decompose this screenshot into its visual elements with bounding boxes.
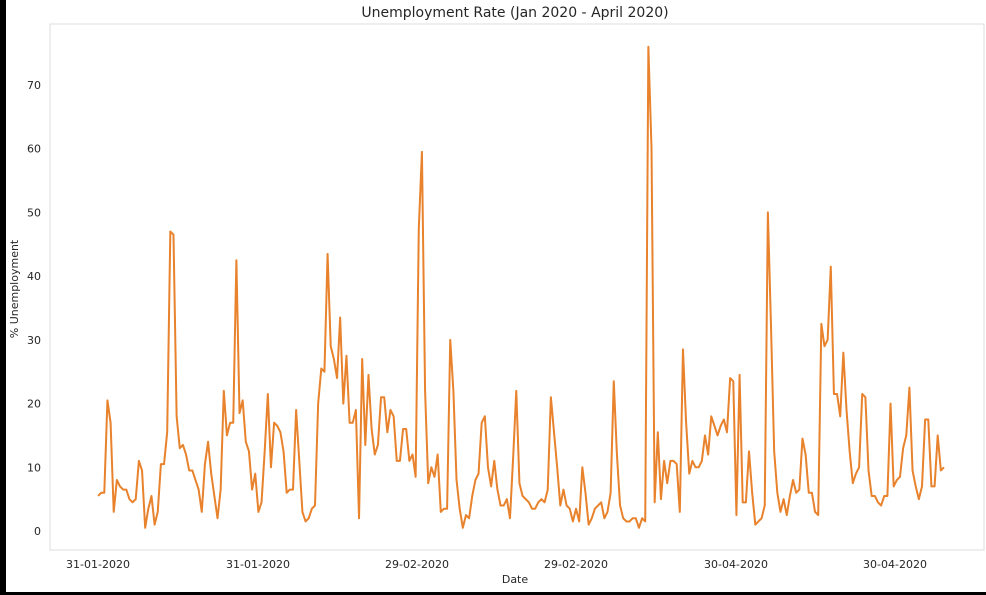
x-axis-label: Date bbox=[502, 573, 529, 586]
chart: Unemployment Rate (Jan 2020 - April 2020… bbox=[8, 5, 985, 586]
x-tick-label: 31-01-2020 bbox=[226, 558, 290, 571]
y-tick-label: 20 bbox=[27, 398, 41, 411]
y-tick-label: 40 bbox=[27, 270, 41, 283]
x-tick-label: 29-02-2020 bbox=[385, 558, 449, 571]
y-tick-label: 70 bbox=[27, 79, 41, 92]
x-tick-label: 29-02-2020 bbox=[544, 558, 608, 571]
y-ticks: 0 10 20 30 40 50 60 70 bbox=[27, 79, 41, 538]
x-tick-label: 30-04-2020 bbox=[704, 558, 768, 571]
x-tick-label: 30-04-2020 bbox=[863, 558, 927, 571]
x-tick-label: 31-01-2020 bbox=[66, 558, 130, 571]
x-ticks: 31-01-2020 31-01-2020 29-02-2020 29-02-2020… bbox=[66, 558, 927, 571]
y-tick-label: 0 bbox=[34, 525, 41, 538]
chart-page: Unemployment Rate (Jan 2020 - April 2020… bbox=[6, 0, 986, 592]
series-line bbox=[97, 45, 945, 529]
y-axis-label: % Unemployment bbox=[8, 239, 21, 338]
chart-title: Unemployment Rate (Jan 2020 - April 2020… bbox=[361, 5, 668, 21]
y-tick-label: 60 bbox=[27, 143, 41, 156]
y-tick-label: 10 bbox=[27, 461, 41, 474]
y-tick-label: 50 bbox=[27, 206, 41, 219]
y-tick-label: 30 bbox=[27, 334, 41, 347]
